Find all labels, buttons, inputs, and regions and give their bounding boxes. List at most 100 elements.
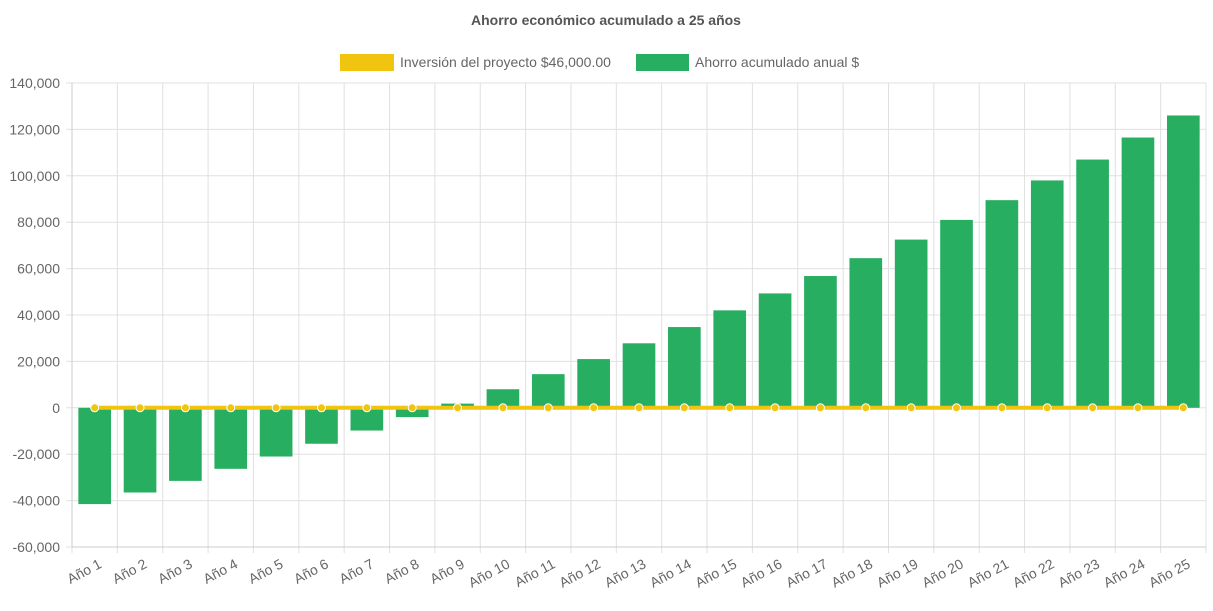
x-tick-label: Año 22 [1010, 555, 1057, 590]
line-point [952, 403, 962, 413]
legend: Inversión del proyecto $46,000.00 Ahorro… [340, 54, 859, 71]
bar [1121, 137, 1155, 408]
legend-label-inversion: Inversión del proyecto $46,000.00 [400, 54, 611, 70]
bar [78, 407, 112, 505]
x-tick-label: Año 19 [874, 555, 921, 590]
line-point [180, 403, 190, 413]
x-tick-label: Año 4 [200, 555, 240, 586]
legend-swatch-ahorro [636, 54, 689, 71]
x-axis-ticks: Año 1 Año 2 Año 3 Año 4 Año 5 Año 6 Año 7 Año 8… [64, 555, 1193, 590]
line-point [362, 403, 372, 413]
bar [305, 407, 338, 444]
line-point [1042, 403, 1052, 413]
legend-item-ahorro[interactable]: Ahorro acumulado anual $ [636, 54, 859, 71]
bar [395, 407, 429, 418]
x-tick-label: Año 23 [1055, 555, 1102, 590]
bar [1076, 159, 1109, 408]
bar [758, 293, 792, 408]
bar [123, 407, 157, 493]
chart-title: Ahorro económico acumulado a 25 años [471, 12, 741, 28]
line-point [815, 403, 825, 413]
line-point [226, 403, 236, 413]
bar [713, 310, 747, 408]
x-tick-label: Año 6 [291, 555, 331, 586]
bar [1030, 180, 1064, 408]
line-point [90, 403, 100, 413]
y-tick-label: 120,000 [9, 121, 60, 137]
bar [169, 407, 202, 481]
y-tick-label: 20,000 [17, 353, 60, 369]
x-tick-label: Año 21 [965, 555, 1012, 590]
line-point [271, 403, 281, 413]
bar [214, 407, 248, 469]
bar [259, 407, 293, 457]
legend-label-ahorro: Ahorro acumulado anual $ [695, 54, 859, 70]
line-point [770, 403, 780, 413]
bar [985, 200, 1019, 408]
line-point [589, 403, 599, 413]
x-tick-label: Año 7 [336, 555, 376, 586]
y-tick-label: -60,000 [13, 539, 61, 555]
line-point [1178, 403, 1188, 413]
bar-series [78, 115, 1200, 505]
x-tick-label: Año 11 [512, 555, 558, 590]
bar [622, 343, 656, 408]
bar [894, 239, 928, 408]
line-point [498, 403, 508, 413]
line-point [316, 403, 326, 413]
line-series [90, 403, 1188, 413]
line-point [543, 403, 553, 413]
x-tick-label: Año 8 [382, 555, 422, 586]
x-tick-label: Año 17 [783, 555, 830, 590]
x-tick-label: Año 1 [64, 555, 104, 586]
grid [66, 82, 1207, 553]
x-tick-label: Año 5 [246, 555, 286, 586]
x-tick-label: Año 24 [1101, 555, 1148, 590]
y-tick-label: 60,000 [17, 261, 60, 277]
x-tick-label: Año 12 [556, 555, 603, 590]
x-tick-label: Año 15 [692, 555, 739, 590]
x-tick-label: Año 2 [110, 555, 150, 586]
x-tick-label: Año 25 [1146, 555, 1193, 590]
legend-item-inversion[interactable]: Inversión del proyecto $46,000.00 [340, 54, 611, 71]
x-tick-label: Año 9 [427, 555, 467, 586]
x-tick-label: Año 3 [155, 555, 195, 586]
line-point [453, 403, 463, 413]
x-tick-label: Año 18 [829, 555, 876, 590]
bar [849, 258, 883, 408]
bar [1166, 115, 1200, 408]
bar [668, 327, 701, 408]
x-tick-label: Año 16 [738, 555, 785, 590]
bar [486, 389, 520, 408]
x-tick-label: Año 14 [647, 555, 694, 590]
line-point [906, 403, 916, 413]
line-point [725, 403, 735, 413]
y-tick-label: 100,000 [9, 168, 60, 184]
line-point [861, 403, 871, 413]
y-tick-label: 40,000 [17, 307, 60, 323]
line-point [997, 403, 1007, 413]
legend-swatch-inversion [340, 54, 394, 71]
bar [577, 359, 610, 408]
bar [350, 407, 384, 431]
line-point [407, 403, 417, 413]
y-tick-label: 0 [52, 400, 60, 416]
x-tick-label: Año 20 [919, 555, 966, 590]
bar [940, 219, 973, 408]
bar [531, 374, 565, 408]
x-tick-label: Año 10 [466, 555, 513, 590]
y-tick-label: -40,000 [13, 493, 61, 509]
bar [804, 276, 837, 408]
line-point [1088, 403, 1098, 413]
line-point [135, 403, 145, 413]
line-point [1133, 403, 1143, 413]
line-point [679, 403, 689, 413]
y-tick-label: -20,000 [13, 446, 61, 462]
y-tick-label: 140,000 [9, 75, 60, 91]
y-axis-ticks: 140,000 120,000 100,000 80,000 60,000 40,000 2… [9, 75, 60, 555]
y-tick-label: 80,000 [17, 214, 60, 230]
x-tick-label: Año 13 [602, 555, 649, 590]
line-point [634, 403, 644, 413]
